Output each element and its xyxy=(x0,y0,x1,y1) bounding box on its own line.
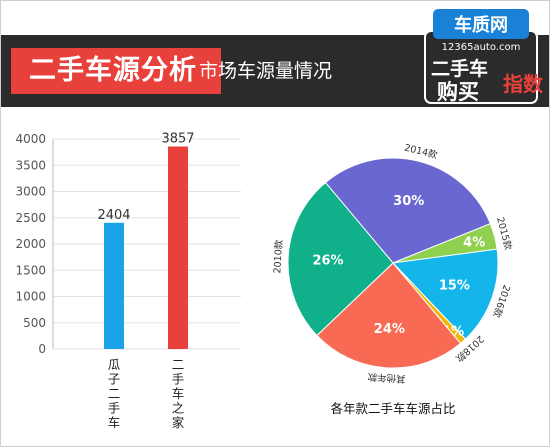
bar-value-label-1: 3857 xyxy=(161,132,194,147)
y-tick-label-3: 1500 xyxy=(15,263,46,277)
pie-slice-5 xyxy=(287,181,394,337)
bar-value-label-0: 2404 xyxy=(97,208,130,223)
y-tick-label-5: 2500 xyxy=(15,211,46,225)
pie-percent-label-0: 30% xyxy=(393,194,424,209)
y-tick-label-0: 0 xyxy=(38,342,46,356)
pie-percent-label-1: 4% xyxy=(463,236,485,251)
pie-slice-label-0: 2014款 xyxy=(403,142,439,162)
pie-slice-label-4: 其他年款 xyxy=(367,371,406,385)
bar-chart: 0 500 1000 1500 2000 2500 3000 3500 4000 2404 瓜子二手… xyxy=(15,132,241,430)
bar-0 xyxy=(104,222,124,349)
pie-percent-label-4: 24% xyxy=(374,322,405,337)
category-label-0: 瓜子二手车 xyxy=(108,357,121,430)
logo-site: 12365auto.com xyxy=(442,42,521,53)
logo-brand: 车质网 xyxy=(454,14,508,36)
logo-brand-plate xyxy=(433,9,529,39)
y-tick-label-2: 1000 xyxy=(15,290,46,304)
pie-slice-4 xyxy=(316,262,462,369)
pie-percent-label-2: 15% xyxy=(439,279,470,294)
logo-badge: 指数 xyxy=(503,72,543,96)
pie-title: 各年款二手车车源占比 xyxy=(330,401,455,416)
y-tick-label-8: 4000 xyxy=(15,132,46,146)
brand-logo: 车质网 12365auto.com 二手车 购买 指数 xyxy=(424,9,543,104)
category-label-1: 二手车之家 xyxy=(172,357,185,430)
section-title: 二手车源分析 xyxy=(11,48,221,94)
bar-1 xyxy=(168,146,188,349)
pie-slice-2 xyxy=(391,248,499,340)
y-tick-label-1: 500 xyxy=(23,316,46,330)
logo-line1: 二手车 xyxy=(431,57,488,80)
y-tick-label-6: 3000 xyxy=(15,185,46,199)
y-tick-label-4: 2000 xyxy=(15,237,46,251)
logo-line2: 购买 xyxy=(437,80,479,104)
section-subtitle: 市场车源量情况 xyxy=(199,60,333,82)
pie-slice-label-5: 2010款 xyxy=(271,239,285,274)
pie-percent-label-5: 26% xyxy=(312,253,343,268)
pie-slice-0 xyxy=(324,157,492,264)
header: 二手车源分析 市场车源量情况 车质网 12365auto.com 二手车 购买 … xyxy=(1,1,549,116)
y-tick-label-7: 3500 xyxy=(15,158,46,172)
